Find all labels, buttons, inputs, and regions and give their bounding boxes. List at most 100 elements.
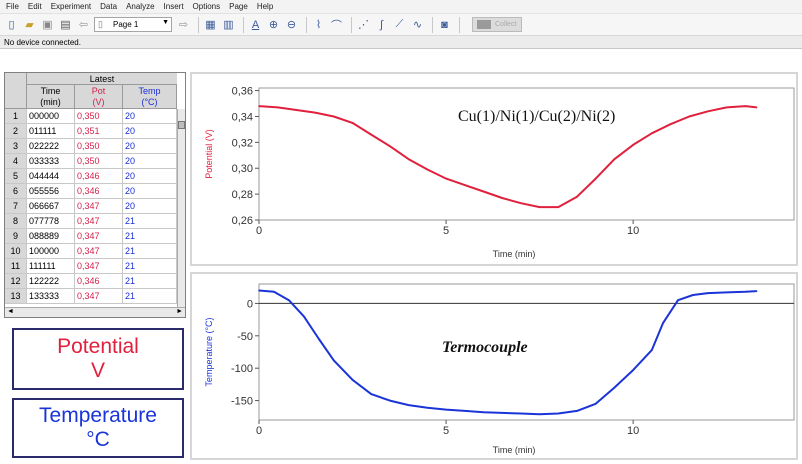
cell-temp[interactable]: 21 [123, 289, 177, 304]
cell-pot[interactable]: 0,347 [75, 289, 123, 304]
cell-pot[interactable]: 0,347 [75, 259, 123, 274]
row-number[interactable]: 1 [5, 109, 27, 124]
menu-item-edit[interactable]: Edit [27, 2, 42, 11]
temperature-meter[interactable]: Temperature °C [12, 398, 184, 458]
vertical-scrollbar[interactable] [177, 109, 185, 307]
potential-chart[interactable]: 0,26 0,28 0,30 0,32 0,34 0,36 0 5 10 Time (min) Po… [192, 74, 796, 264]
row-number[interactable]: 12 [5, 274, 27, 289]
menu-item-page[interactable]: Page [229, 2, 248, 11]
menu-item-file[interactable]: File [6, 2, 19, 11]
menu-item-experiment[interactable]: Experiment [50, 2, 92, 11]
potential-graph[interactable]: 0,26 0,28 0,30 0,32 0,34 0,36 0 5 10 Time (min) Po… [190, 72, 798, 266]
row-number[interactable]: 10 [5, 244, 27, 259]
cell-temp[interactable]: 21 [123, 214, 177, 229]
open-folder-icon[interactable]: ▰ [25, 19, 34, 31]
page-selector[interactable]: ▯ Page 1 ▼ [94, 17, 172, 32]
cell-temp[interactable]: 21 [123, 274, 177, 289]
meter-icon[interactable]: ▥ [223, 19, 234, 31]
zoom-out-icon[interactable]: ⊖ [286, 19, 297, 31]
cell-time[interactable]: 100000 [27, 244, 75, 259]
cell-temp[interactable]: 20 [123, 184, 177, 199]
snapshot-icon[interactable]: ◙ [441, 18, 448, 31]
forward-arrow-icon[interactable]: ⇨ [178, 19, 189, 31]
cell-time[interactable]: 133333 [27, 289, 75, 304]
row-number[interactable]: 2 [5, 124, 27, 139]
cell-temp[interactable]: 20 [123, 109, 177, 124]
row-number[interactable]: 11 [5, 259, 27, 274]
temperature-chart[interactable]: 0 -50 -100 -150 0 5 10 Time (min) Temperature (°… [192, 274, 796, 458]
y-tick-label: -150 [231, 396, 253, 408]
scroll-left-icon[interactable]: ◄ [7, 308, 14, 315]
cell-temp[interactable]: 20 [123, 124, 177, 139]
cell-temp[interactable]: 20 [123, 169, 177, 184]
cell-temp[interactable]: 21 [123, 244, 177, 259]
cell-time[interactable]: 088889 [27, 229, 75, 244]
horizontal-scrollbar[interactable]: ◄ ► [5, 307, 185, 317]
cell-time[interactable]: 000000 [27, 109, 75, 124]
row-number[interactable]: 6 [5, 184, 27, 199]
cell-pot[interactable]: 0,350 [75, 154, 123, 169]
statistics-icon[interactable]: ⋰ [358, 19, 369, 31]
row-number[interactable]: 5 [5, 169, 27, 184]
data-set-label: Latest [27, 73, 177, 85]
row-number[interactable]: 8 [5, 214, 27, 229]
cell-pot[interactable]: 0,351 [75, 124, 123, 139]
cell-pot[interactable]: 0,350 [75, 139, 123, 154]
tangent-icon[interactable]: ⌒ [331, 19, 342, 32]
menu-item-analyze[interactable]: Analyze [126, 2, 155, 11]
column-header-time[interactable]: Time (min) [27, 85, 75, 109]
autoscale-icon[interactable]: A [251, 18, 260, 31]
print-icon[interactable]: ▤ [60, 19, 71, 31]
examine-icon[interactable]: ⌇ [315, 19, 322, 31]
cell-time[interactable]: 122222 [27, 274, 75, 289]
cell-pot[interactable]: 0,350 [75, 109, 123, 124]
cell-time[interactable]: 022222 [27, 139, 75, 154]
menu-item-data[interactable]: Data [100, 2, 118, 11]
cell-time[interactable]: 055556 [27, 184, 75, 199]
cell-pot[interactable]: 0,347 [75, 244, 123, 259]
data-table[interactable]: Latest Time (min) Pot (V) Temp (°C) 1 000… [4, 72, 186, 318]
cell-pot[interactable]: 0,347 [75, 199, 123, 214]
integral-icon[interactable]: ∫ [379, 18, 383, 31]
table-icon[interactable]: ▦ [205, 19, 216, 31]
cell-pot[interactable]: 0,346 [75, 274, 123, 289]
temperature-graph[interactable]: 0 -50 -100 -150 0 5 10 Time (min) Temperature (°… [190, 272, 798, 460]
row-number[interactable]: 13 [5, 289, 27, 304]
cell-time[interactable]: 066667 [27, 199, 75, 214]
row-number[interactable]: 4 [5, 154, 27, 169]
cell-time[interactable]: 044444 [27, 169, 75, 184]
save-icon[interactable]: ▣ [42, 19, 53, 31]
cell-temp[interactable]: 21 [123, 229, 177, 244]
scroll-right-icon[interactable]: ► [176, 308, 183, 315]
row-number[interactable]: 9 [5, 229, 27, 244]
scrollbar-thumb[interactable] [178, 121, 185, 129]
column-unit-time: (min) [40, 97, 61, 107]
cell-temp[interactable]: 20 [123, 154, 177, 169]
x-tick-label: 5 [443, 425, 449, 437]
row-number[interactable]: 7 [5, 199, 27, 214]
new-file-icon[interactable]: ▯ [8, 19, 15, 31]
row-number[interactable]: 3 [5, 139, 27, 154]
cell-pot[interactable]: 0,346 [75, 169, 123, 184]
cell-time[interactable]: 011111 [27, 124, 75, 139]
curve-fit-icon[interactable]: ∿ [412, 19, 423, 31]
collect-button[interactable]: Collect [472, 17, 522, 32]
menu-item-help[interactable]: Help [256, 2, 274, 11]
linear-fit-icon[interactable]: ⟋ [395, 18, 404, 30]
column-header-temp[interactable]: Temp (°C) [123, 85, 177, 109]
back-arrow-icon[interactable]: ⇦ [78, 19, 89, 31]
menu-item-options[interactable]: Options [192, 2, 221, 11]
menu-item-insert[interactable]: Insert [163, 2, 184, 11]
cell-pot[interactable]: 0,347 [75, 229, 123, 244]
column-header-pot[interactable]: Pot (V) [75, 85, 123, 109]
zoom-in-icon[interactable]: ⊕ [268, 19, 279, 31]
cell-temp[interactable]: 21 [123, 259, 177, 274]
cell-pot[interactable]: 0,347 [75, 214, 123, 229]
potential-meter[interactable]: Potential V [12, 328, 184, 390]
cell-time[interactable]: 111111 [27, 259, 75, 274]
cell-time[interactable]: 077778 [27, 214, 75, 229]
cell-time[interactable]: 033333 [27, 154, 75, 169]
cell-temp[interactable]: 20 [123, 199, 177, 214]
cell-temp[interactable]: 20 [123, 139, 177, 154]
cell-pot[interactable]: 0,346 [75, 184, 123, 199]
